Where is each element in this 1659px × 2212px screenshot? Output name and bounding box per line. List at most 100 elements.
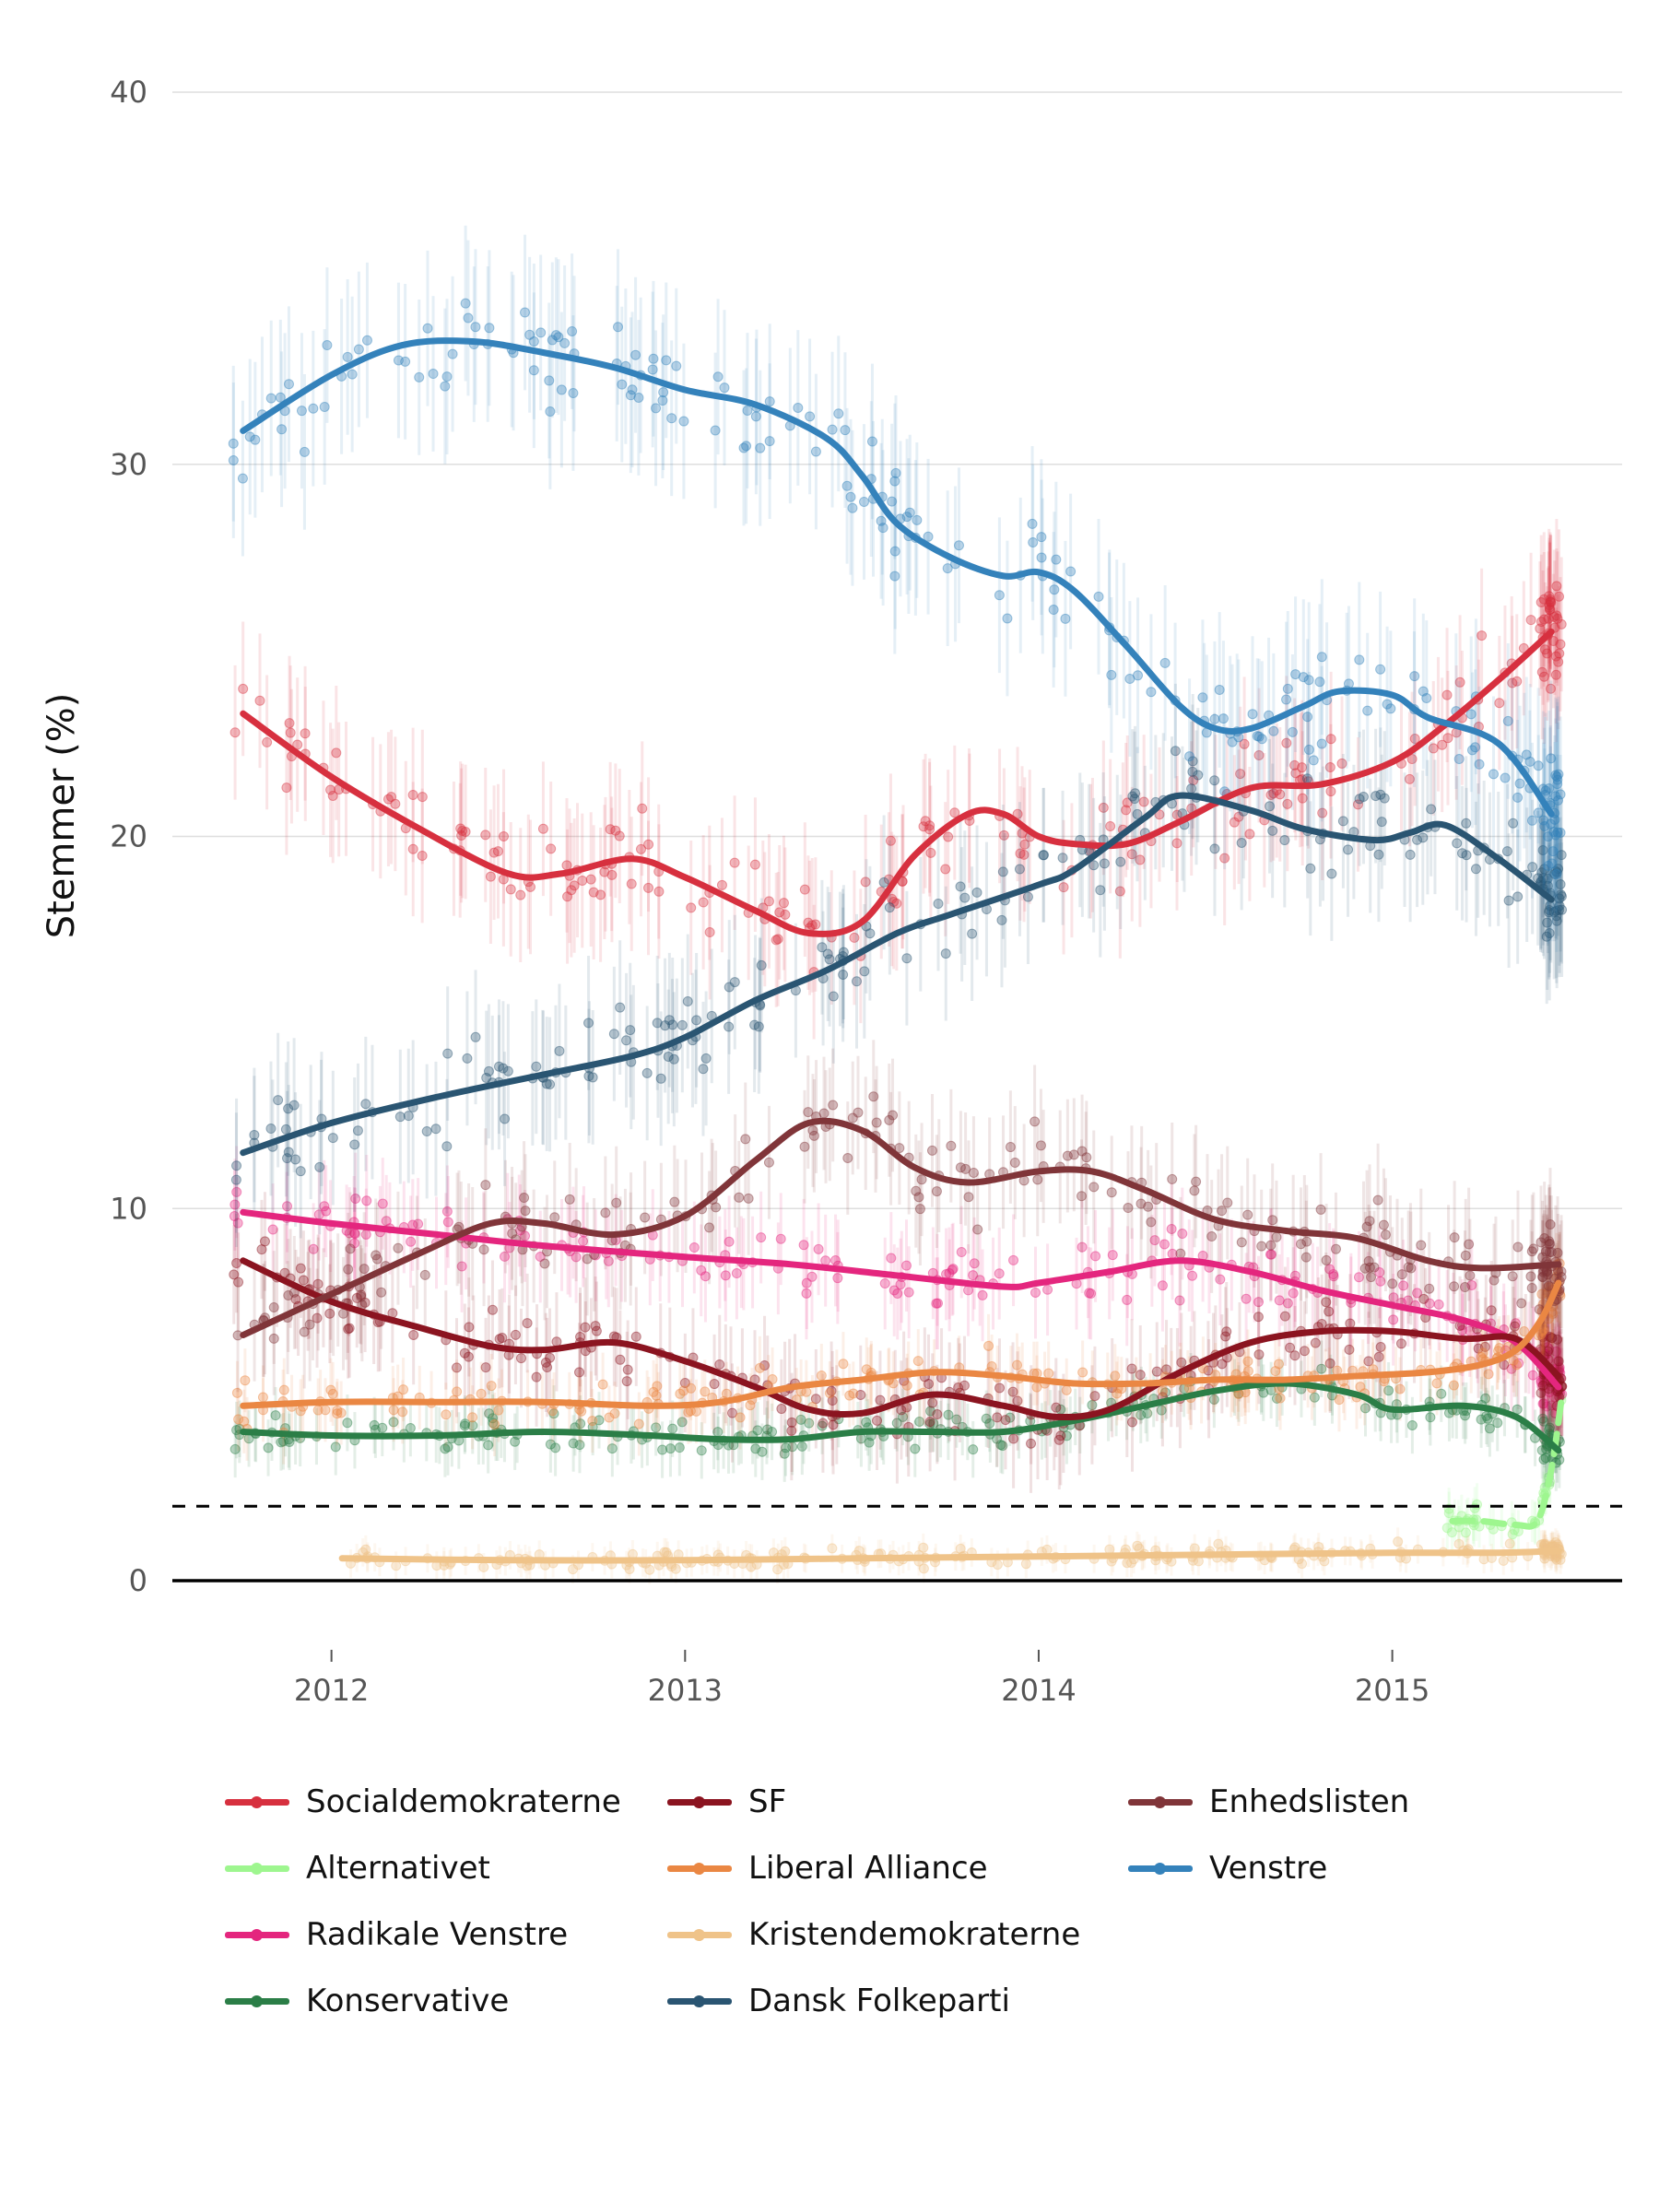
poll-point <box>803 1107 814 1118</box>
poll-point <box>442 1441 453 1453</box>
poll-point <box>1538 671 1549 682</box>
poll-point <box>731 1268 742 1279</box>
poll-point <box>1535 1377 1547 1388</box>
poll-point <box>667 1019 678 1030</box>
poll-point <box>806 1271 818 1282</box>
poll-point <box>943 831 954 842</box>
poll-point <box>1540 785 1551 796</box>
poll-point <box>295 1166 306 1177</box>
poll-point <box>605 824 616 835</box>
poll-point <box>901 512 912 523</box>
poll-point <box>931 1298 942 1309</box>
legend-item: Kristendemokraterne <box>664 1907 1080 1962</box>
poll-point <box>698 1064 709 1075</box>
poll-point <box>1533 807 1544 818</box>
poll-point <box>1512 1359 1523 1371</box>
poll-point <box>888 896 900 907</box>
poll-point <box>299 1326 310 1337</box>
poll-point <box>889 476 900 487</box>
poll-point <box>1544 1387 1555 1398</box>
legend-item: Venstre <box>1124 1841 1327 1896</box>
poll-point <box>1215 1274 1226 1285</box>
poll-point <box>545 1079 556 1090</box>
x-tick-label: 2013 <box>648 1673 723 1708</box>
poll-point <box>1127 791 1138 802</box>
poll-point <box>1290 669 1301 680</box>
poll-point <box>1512 1241 1524 1253</box>
poll-point <box>1513 1358 1524 1369</box>
poll-point <box>335 1407 347 1418</box>
poll-point <box>1366 1272 1377 1283</box>
poll-point <box>1550 651 1561 662</box>
poll-point <box>1536 1288 1547 1300</box>
poll-point <box>1005 1412 1016 1423</box>
poll-point <box>1557 904 1568 915</box>
poll-point <box>888 1285 900 1296</box>
poll-point <box>1479 1341 1490 1352</box>
poll-point <box>1533 760 1544 771</box>
poll-point <box>696 1445 707 1456</box>
poll-point <box>1268 725 1279 736</box>
poll-point <box>774 907 785 918</box>
poll-point <box>640 1212 651 1223</box>
poll-point <box>1279 1311 1290 1322</box>
poll-point <box>735 1412 746 1423</box>
poll-point <box>505 884 516 895</box>
poll-point <box>842 1153 853 1164</box>
poll-point <box>1519 1326 1530 1337</box>
poll-point <box>1256 1241 1267 1252</box>
poll-point <box>711 1202 722 1213</box>
poll-point <box>972 1224 983 1235</box>
poll-point <box>319 1201 330 1212</box>
poll-point <box>1546 1400 1557 1411</box>
poll-point <box>729 857 740 868</box>
poll-point <box>1428 743 1439 754</box>
poll-point <box>1554 648 1565 659</box>
poll-point <box>956 1247 967 1258</box>
poll-point <box>1359 1403 1371 1414</box>
poll-point <box>1545 604 1556 615</box>
poll-point <box>786 1425 797 1436</box>
poll-point <box>1068 1149 1079 1160</box>
poll-point <box>611 1197 622 1208</box>
poll-point <box>1525 615 1536 626</box>
poll-point <box>1359 1263 1371 1274</box>
poll-point <box>1544 1344 1555 1355</box>
poll-point <box>918 1542 929 1553</box>
poll-point <box>1441 1523 1453 1534</box>
legend-swatch <box>221 1907 293 1962</box>
poll-point <box>888 1110 899 1121</box>
poll-point <box>1012 1395 1023 1406</box>
poll-point <box>1030 1287 1041 1298</box>
poll-point <box>891 898 902 909</box>
poll-point <box>1526 815 1537 826</box>
poll-point <box>658 387 669 398</box>
poll-point <box>457 825 468 836</box>
poll-point <box>1494 698 1505 709</box>
poll-point <box>270 1410 281 1421</box>
poll-point <box>1538 1453 1549 1465</box>
poll-point <box>827 424 838 435</box>
poll-point <box>1206 1231 1218 1242</box>
poll-point <box>1266 1249 1277 1260</box>
poll-point <box>822 948 833 959</box>
poll-point <box>544 375 555 386</box>
poll-point <box>660 1020 671 1031</box>
poll-point <box>1143 1201 1154 1212</box>
poll-point <box>377 1198 388 1209</box>
poll-point <box>1090 1251 1101 1262</box>
poll-point <box>571 1252 582 1263</box>
poll-point <box>441 1206 453 1217</box>
poll-point <box>1279 835 1290 846</box>
poll-point <box>331 747 342 759</box>
poll-point <box>1290 768 1301 779</box>
poll-point <box>1553 1267 1564 1278</box>
poll-point <box>992 1559 1003 1571</box>
poll-point <box>417 792 428 803</box>
poll-point <box>798 1240 809 1251</box>
poll-point <box>1030 1116 1041 1127</box>
legend-item: Alternativet <box>221 1841 490 1896</box>
poll-point <box>1388 1292 1399 1303</box>
poll-point <box>763 896 774 907</box>
poll-point <box>1507 677 1518 688</box>
